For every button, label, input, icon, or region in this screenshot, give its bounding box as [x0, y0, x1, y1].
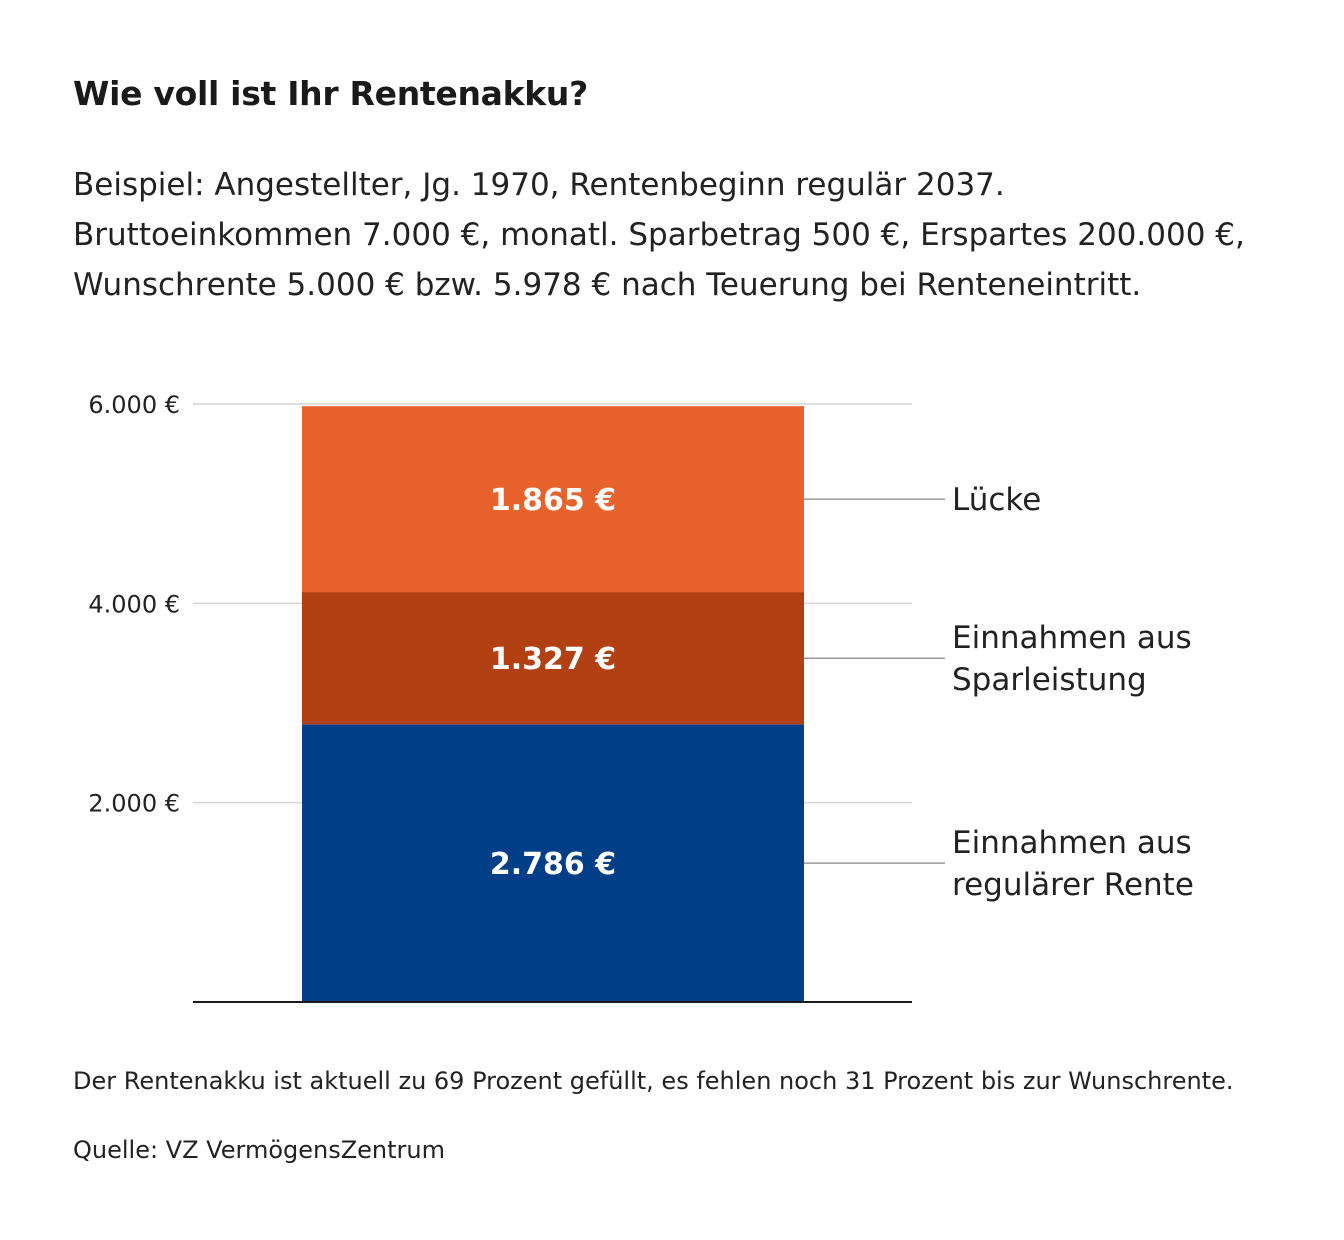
stacked-bar-chart: 2.000 € 4.000 € 6.000 € 2.786 € 1.327 € 1.86… [88, 391, 1194, 1003]
y-tick-label: 6.000 € [88, 391, 180, 419]
series-label-line: Lücke [952, 482, 1041, 518]
series-label-line: Einnahmen aus [952, 620, 1192, 656]
chart-subtitle: Beispiel: Angestellter, Jg. 1970, Renten… [73, 167, 1245, 303]
chart-footnote: Der Rentenakku ist aktuell zu 69 Prozent… [73, 1067, 1234, 1095]
value-label: 1.865 € [490, 483, 616, 518]
chart-title: Wie voll ist Ihr Rentenakku? [73, 74, 588, 113]
series-label-line: regulärer Rente [952, 867, 1194, 903]
series-label-line: Sparleistung [952, 662, 1147, 698]
y-tick-label: 4.000 € [88, 590, 180, 618]
series-label-line: Einnahmen aus [952, 825, 1192, 861]
series-label: Lücke [952, 482, 1041, 518]
value-labels: 2.786 € 1.327 € 1.865 € [490, 483, 616, 882]
series-label: Einnahmen aus Sparleistung [952, 620, 1192, 698]
bar-segment [302, 406, 804, 593]
value-label: 1.327 € [490, 642, 616, 677]
bar-segment [302, 592, 804, 725]
y-tick-label: 2.000 € [88, 790, 180, 818]
y-axis-ticks: 2.000 € 4.000 € 6.000 € [88, 391, 180, 818]
leader-lines [804, 498, 945, 864]
value-label: 2.786 € [490, 847, 616, 882]
bar-stack [302, 406, 804, 1002]
series-label: Einnahmen aus regulärer Rente [952, 825, 1194, 903]
bar-segment [302, 724, 804, 1002]
chart-source: Quelle: VZ VermögensZentrum [73, 1136, 445, 1164]
